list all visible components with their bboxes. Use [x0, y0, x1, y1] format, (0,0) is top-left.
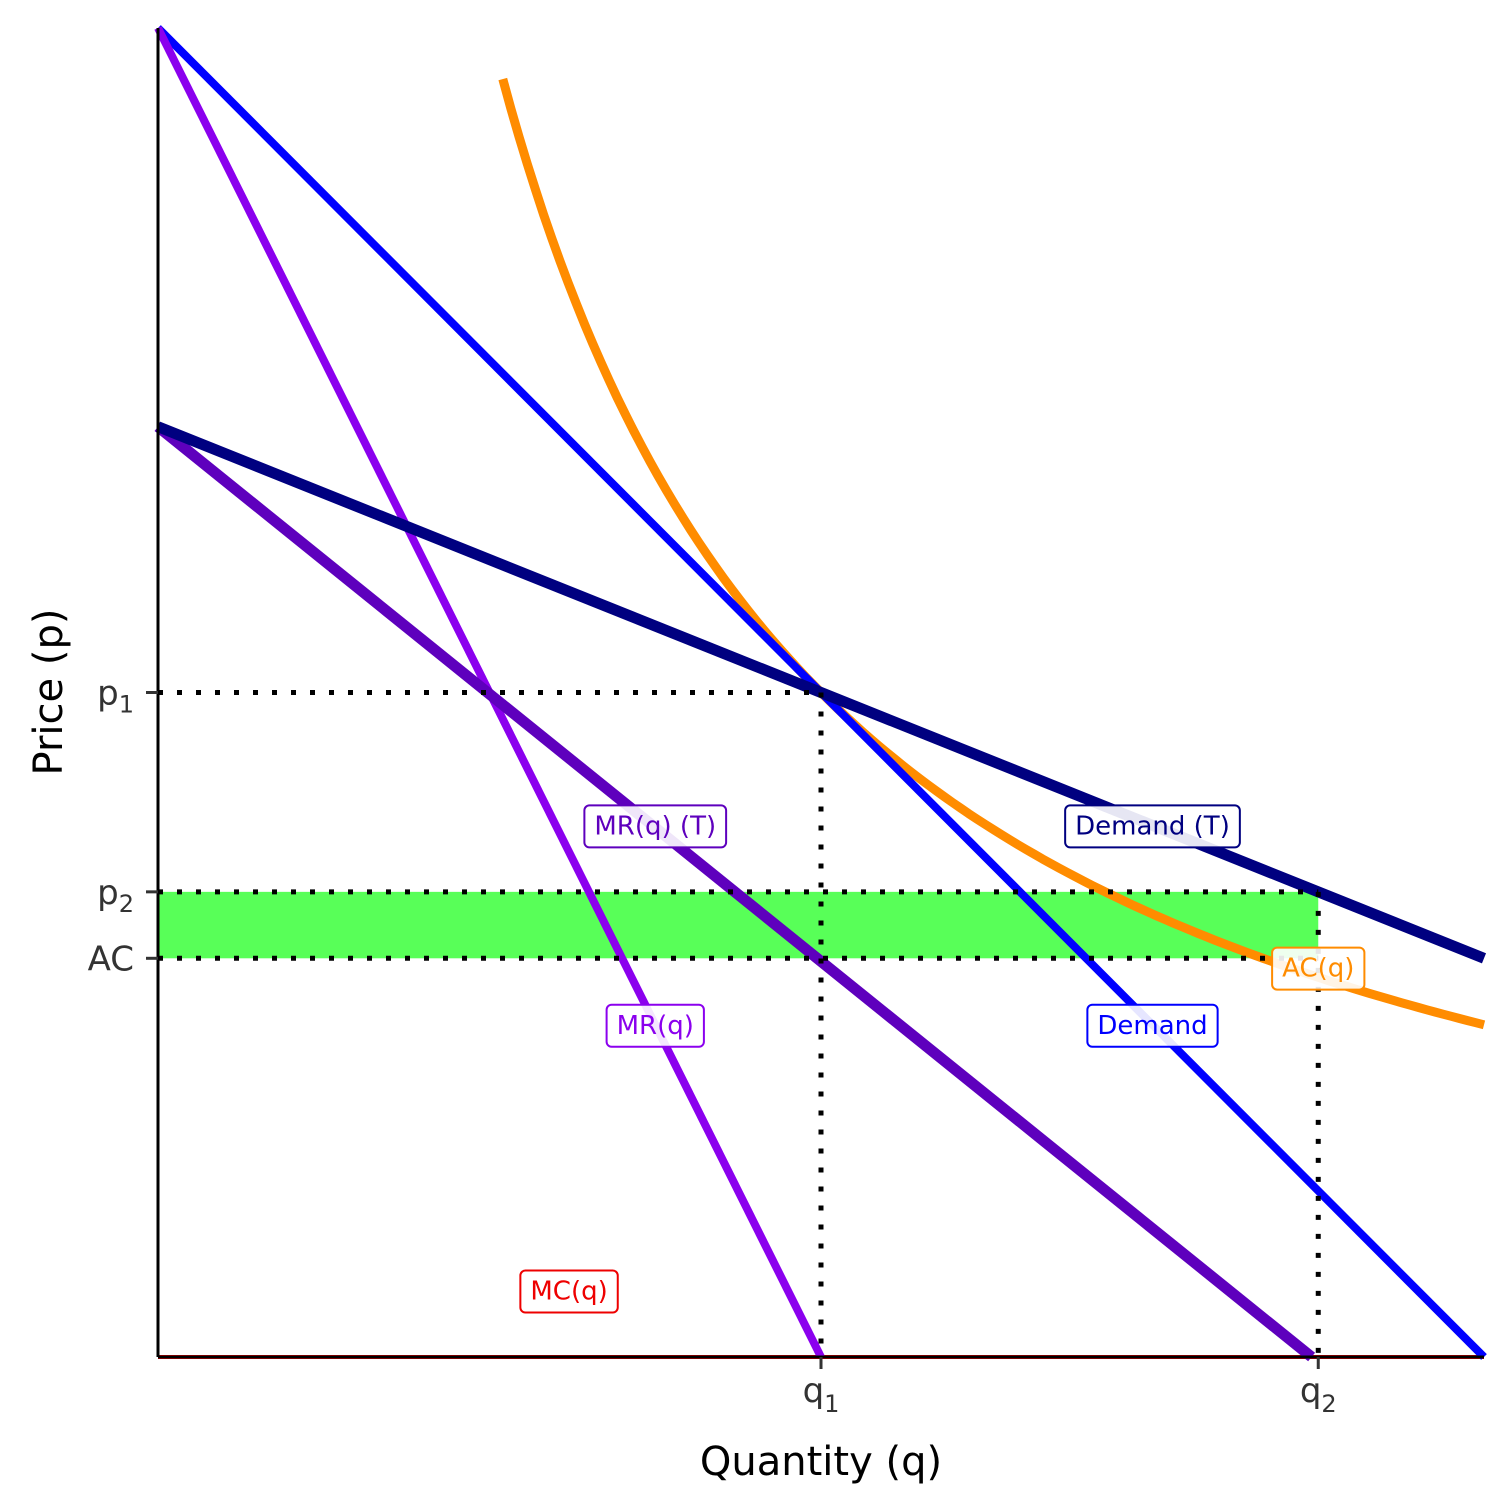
y-axis-title: Price (p) — [26, 609, 72, 776]
profit-rectangle — [158, 891, 1319, 959]
svg-text:Demand (T): Demand (T) — [1075, 811, 1230, 841]
label-demand-t: Demand (T) — [1064, 804, 1241, 849]
x-tick-label-q1: q1 — [803, 1371, 840, 1418]
curve-mr-q-t — [154, 422, 1316, 1362]
label-ac-q: AC(q) — [1271, 946, 1366, 991]
svg-text:MC(q): MC(q) — [530, 1277, 607, 1307]
x-tick-label-q2: q2 — [1300, 1371, 1337, 1418]
x-axis-title: Quantity (q) — [700, 1439, 942, 1485]
svg-text:Demand: Demand — [1097, 1011, 1207, 1041]
y-tick-label-p1: p1 — [97, 674, 134, 719]
y-tick-label-ac: AC — [88, 939, 134, 979]
svg-text:AC(q): AC(q) — [1282, 954, 1354, 984]
curve-ac-q — [498, 77, 1486, 1030]
label-demand: Demand — [1086, 1003, 1219, 1048]
y-tick-label-p2: p2 — [97, 873, 134, 918]
label-mr-q-t: MR(q) (T) — [583, 804, 728, 849]
label-mc-q: MC(q) — [519, 1269, 619, 1314]
label-mr-q: MR(q) — [605, 1003, 705, 1048]
svg-text:MR(q) (T): MR(q) (T) — [594, 811, 716, 841]
svg-text:MR(q): MR(q) — [617, 1011, 694, 1041]
